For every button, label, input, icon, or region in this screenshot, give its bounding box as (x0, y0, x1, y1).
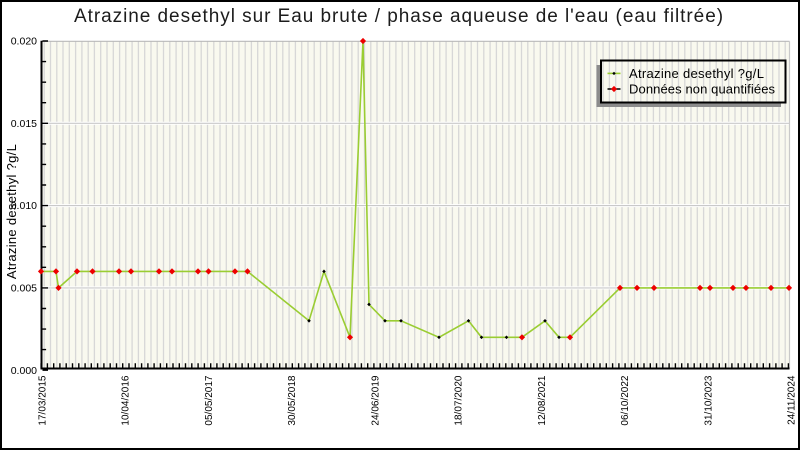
svg-text:24/06/2019: 24/06/2019 (370, 375, 381, 425)
svg-text:0.010: 0.010 (11, 200, 37, 212)
svg-text:31/10/2023: 31/10/2023 (703, 375, 714, 425)
svg-text:Données non quantifiées: Données non quantifiées (629, 82, 776, 97)
svg-text:10/04/2016: 10/04/2016 (121, 375, 132, 425)
svg-text:0.000: 0.000 (11, 365, 37, 377)
svg-text:05/05/2017: 05/05/2017 (204, 375, 215, 425)
svg-text:Atrazine desethyl ?g/L: Atrazine desethyl ?g/L (4, 144, 19, 279)
svg-text:06/10/2022: 06/10/2022 (620, 375, 631, 425)
svg-text:24/11/2024: 24/11/2024 (787, 375, 798, 425)
svg-text:Atrazine desethyl ?g/L: Atrazine desethyl ?g/L (629, 66, 764, 81)
svg-text:0.020: 0.020 (11, 36, 37, 48)
svg-text:0.015: 0.015 (11, 118, 37, 130)
svg-text:12/08/2021: 12/08/2021 (537, 375, 548, 425)
svg-text:17/03/2015: 17/03/2015 (38, 375, 49, 425)
svg-text:30/05/2018: 30/05/2018 (287, 375, 298, 425)
svg-text:Atrazine desethyl sur Eau brut: Atrazine desethyl sur Eau brute / phase … (74, 6, 724, 27)
svg-text:18/07/2020: 18/07/2020 (454, 375, 465, 425)
svg-text:0.005: 0.005 (11, 283, 37, 295)
